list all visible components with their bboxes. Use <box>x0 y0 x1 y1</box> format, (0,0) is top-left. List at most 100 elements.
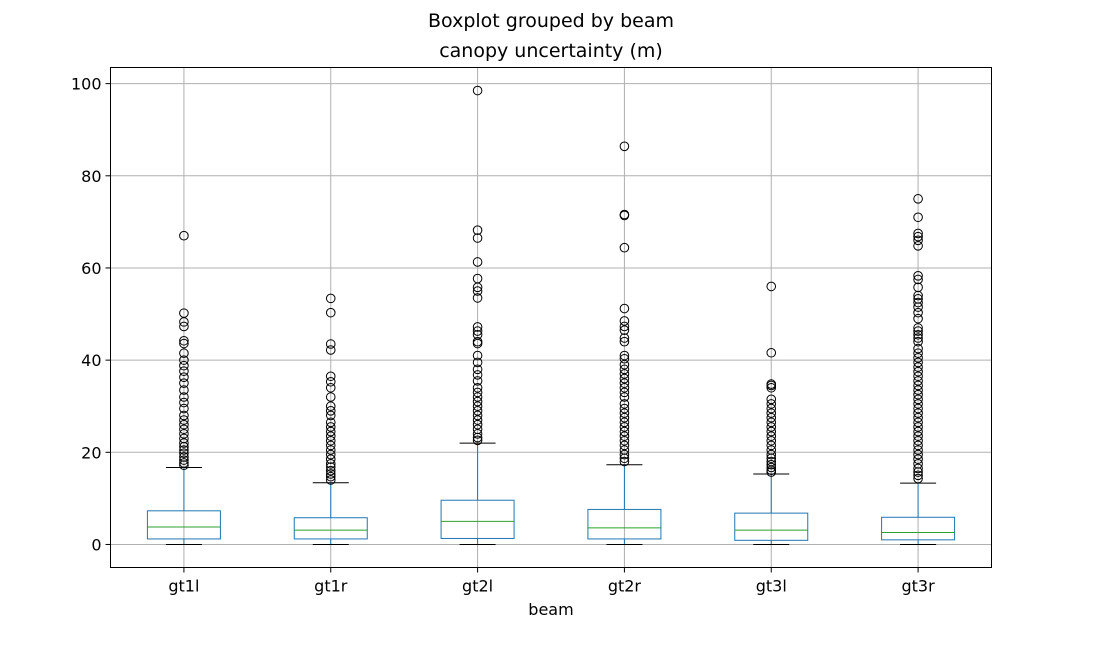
flier-point <box>913 348 923 359</box>
flier-point <box>179 445 189 455</box>
flier-point <box>766 281 777 292</box>
flier-point <box>325 417 336 428</box>
flier-point <box>179 458 189 468</box>
flier-point <box>619 422 630 432</box>
flier-point <box>325 459 336 469</box>
flier-point <box>472 432 483 443</box>
flier-point <box>913 403 923 414</box>
flier-point <box>179 317 189 327</box>
x-axis-label: beam <box>528 600 573 619</box>
flier-point <box>913 343 923 354</box>
flier-point <box>325 469 336 479</box>
flier-point <box>472 396 483 407</box>
flier-point <box>913 454 923 465</box>
y-tick-label: 60 <box>81 259 101 278</box>
flier-point <box>325 345 336 355</box>
flier-point <box>325 293 336 304</box>
flier-point <box>325 465 336 476</box>
flier-point <box>619 210 630 221</box>
flier-point <box>913 445 923 455</box>
flier-point <box>619 435 630 446</box>
flier-point <box>619 353 630 364</box>
flier-point <box>913 297 923 308</box>
flier-point <box>472 350 483 361</box>
flier-point <box>766 403 777 414</box>
flier-point <box>913 329 923 340</box>
box-group-gt1l <box>146 230 221 545</box>
flier-point <box>179 397 189 408</box>
flier-point <box>472 392 483 402</box>
flier-point <box>179 360 189 371</box>
flier-point <box>472 419 483 430</box>
flier-point <box>913 376 923 386</box>
flier-point <box>325 422 336 432</box>
flier-point <box>472 429 483 439</box>
flier-point <box>179 448 189 459</box>
flier-point <box>179 378 189 388</box>
x-tick-label: gt2l <box>462 577 493 596</box>
flier-point <box>913 302 923 312</box>
flier-point <box>619 417 630 428</box>
flier-point <box>179 335 189 346</box>
flier-point <box>325 440 336 451</box>
flier-point <box>913 357 923 368</box>
box-group-gt1r <box>293 293 368 545</box>
flier-point <box>913 431 923 441</box>
flier-point <box>325 431 336 441</box>
flier-point <box>913 449 923 460</box>
flier-point <box>472 364 483 375</box>
y-tick-label: 40 <box>81 351 101 370</box>
flier-point <box>179 366 189 376</box>
flier-point <box>325 426 336 437</box>
flier-point <box>325 410 336 421</box>
flier-point <box>913 336 923 347</box>
flier-point <box>619 364 630 375</box>
flier-point <box>619 369 630 379</box>
chart-title: canopy uncertainty (m) <box>439 40 663 62</box>
flier-point <box>913 333 923 343</box>
flier-point <box>472 326 483 336</box>
flier-point <box>325 382 336 393</box>
box-group-gt3l <box>734 281 809 545</box>
flier-point <box>913 274 923 285</box>
flier-point <box>913 399 923 409</box>
flier-point <box>179 338 189 349</box>
flier-point <box>913 241 923 251</box>
flier-point <box>913 353 923 363</box>
flier-point <box>619 387 630 398</box>
flier-point <box>913 235 923 246</box>
flier-point <box>472 370 483 380</box>
flier-point <box>619 336 630 347</box>
flier-point <box>472 382 483 393</box>
flier-point <box>472 401 483 412</box>
flier-point <box>913 231 923 242</box>
grid-layer <box>110 67 992 568</box>
flier-point <box>766 431 777 441</box>
flier-point <box>179 321 189 332</box>
flier-point <box>325 462 336 472</box>
flier-point <box>913 228 923 239</box>
flier-point <box>179 424 189 435</box>
flier-point <box>913 408 923 418</box>
flier-point <box>913 417 923 428</box>
flier-point <box>619 359 630 370</box>
flier-point <box>325 449 336 460</box>
flier-point <box>913 389 923 400</box>
flier-point <box>766 422 777 432</box>
flier-point <box>179 415 189 425</box>
flier-point <box>619 242 630 253</box>
flier-point <box>325 435 336 446</box>
flier-point <box>913 212 923 223</box>
flier-point <box>913 467 923 477</box>
flier-point <box>619 373 630 384</box>
flier-point <box>325 376 336 387</box>
flier-point <box>179 441 189 452</box>
flier-point <box>913 371 923 382</box>
flier-point <box>179 348 189 359</box>
flier-point <box>472 406 483 416</box>
flier-point <box>766 347 777 358</box>
x-tick-label: gt1l <box>168 577 199 596</box>
flier-point <box>325 339 336 349</box>
y-tick-label: 20 <box>81 443 101 462</box>
